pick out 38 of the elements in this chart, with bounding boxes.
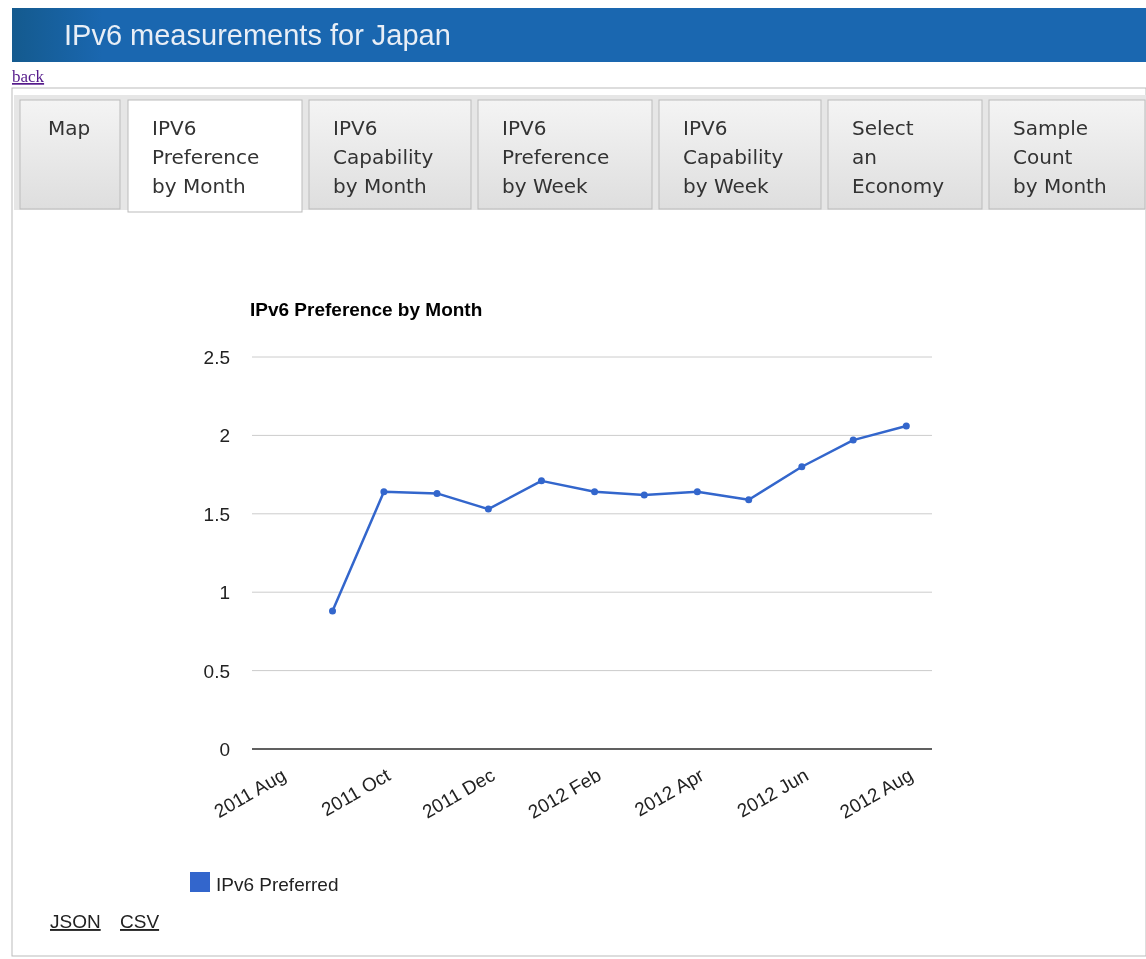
text: Map (48, 116, 91, 140)
text: IPV6 Capability by Week (683, 116, 784, 198)
text: IPV6 Preference by Week (502, 116, 610, 198)
x-tick-label: 2012 Jun (733, 764, 812, 822)
y-tick-label: 2 (219, 425, 230, 447)
text: CSV (120, 911, 160, 932)
text: Sample Count by Month (1013, 116, 1107, 198)
x-tick-label: 2012 Feb (524, 764, 605, 823)
text: Select an Economy (852, 116, 945, 198)
text: IPv6 measurements for Japan (64, 19, 451, 51)
point (902, 422, 910, 430)
y-tick-label: 0.5 (203, 660, 230, 682)
point (537, 477, 545, 485)
point (849, 436, 857, 444)
text: IPV6 Capability by Month (333, 116, 434, 198)
point (591, 488, 599, 496)
text: back (12, 67, 45, 86)
text: IPV6 Preference by Month (152, 116, 260, 198)
chart-title: IPv6 Preference by Month (250, 299, 483, 320)
point (693, 488, 701, 496)
point (433, 489, 441, 497)
text: JSON (50, 911, 101, 932)
point (329, 607, 336, 615)
x-tick-label: 2012 Aug (836, 764, 917, 823)
x-tick-label: 2011 Dec (418, 764, 499, 823)
y-tick-label: 2.5 (203, 347, 230, 368)
legend-label: IPv6 Preferred (216, 874, 339, 895)
x-tick-label: 2011 Aug (210, 764, 290, 822)
point (380, 488, 388, 496)
point (745, 496, 753, 504)
y-tick-label: 1 (219, 582, 230, 604)
y-tick-label: 1.5 (203, 503, 230, 525)
point (484, 505, 492, 513)
x-tick-label: 2012 Apr (630, 763, 708, 821)
x-tick-label: 2011 Oct (317, 763, 395, 821)
point (798, 463, 806, 471)
y-tick-label: 0 (219, 739, 230, 760)
point (640, 491, 648, 499)
